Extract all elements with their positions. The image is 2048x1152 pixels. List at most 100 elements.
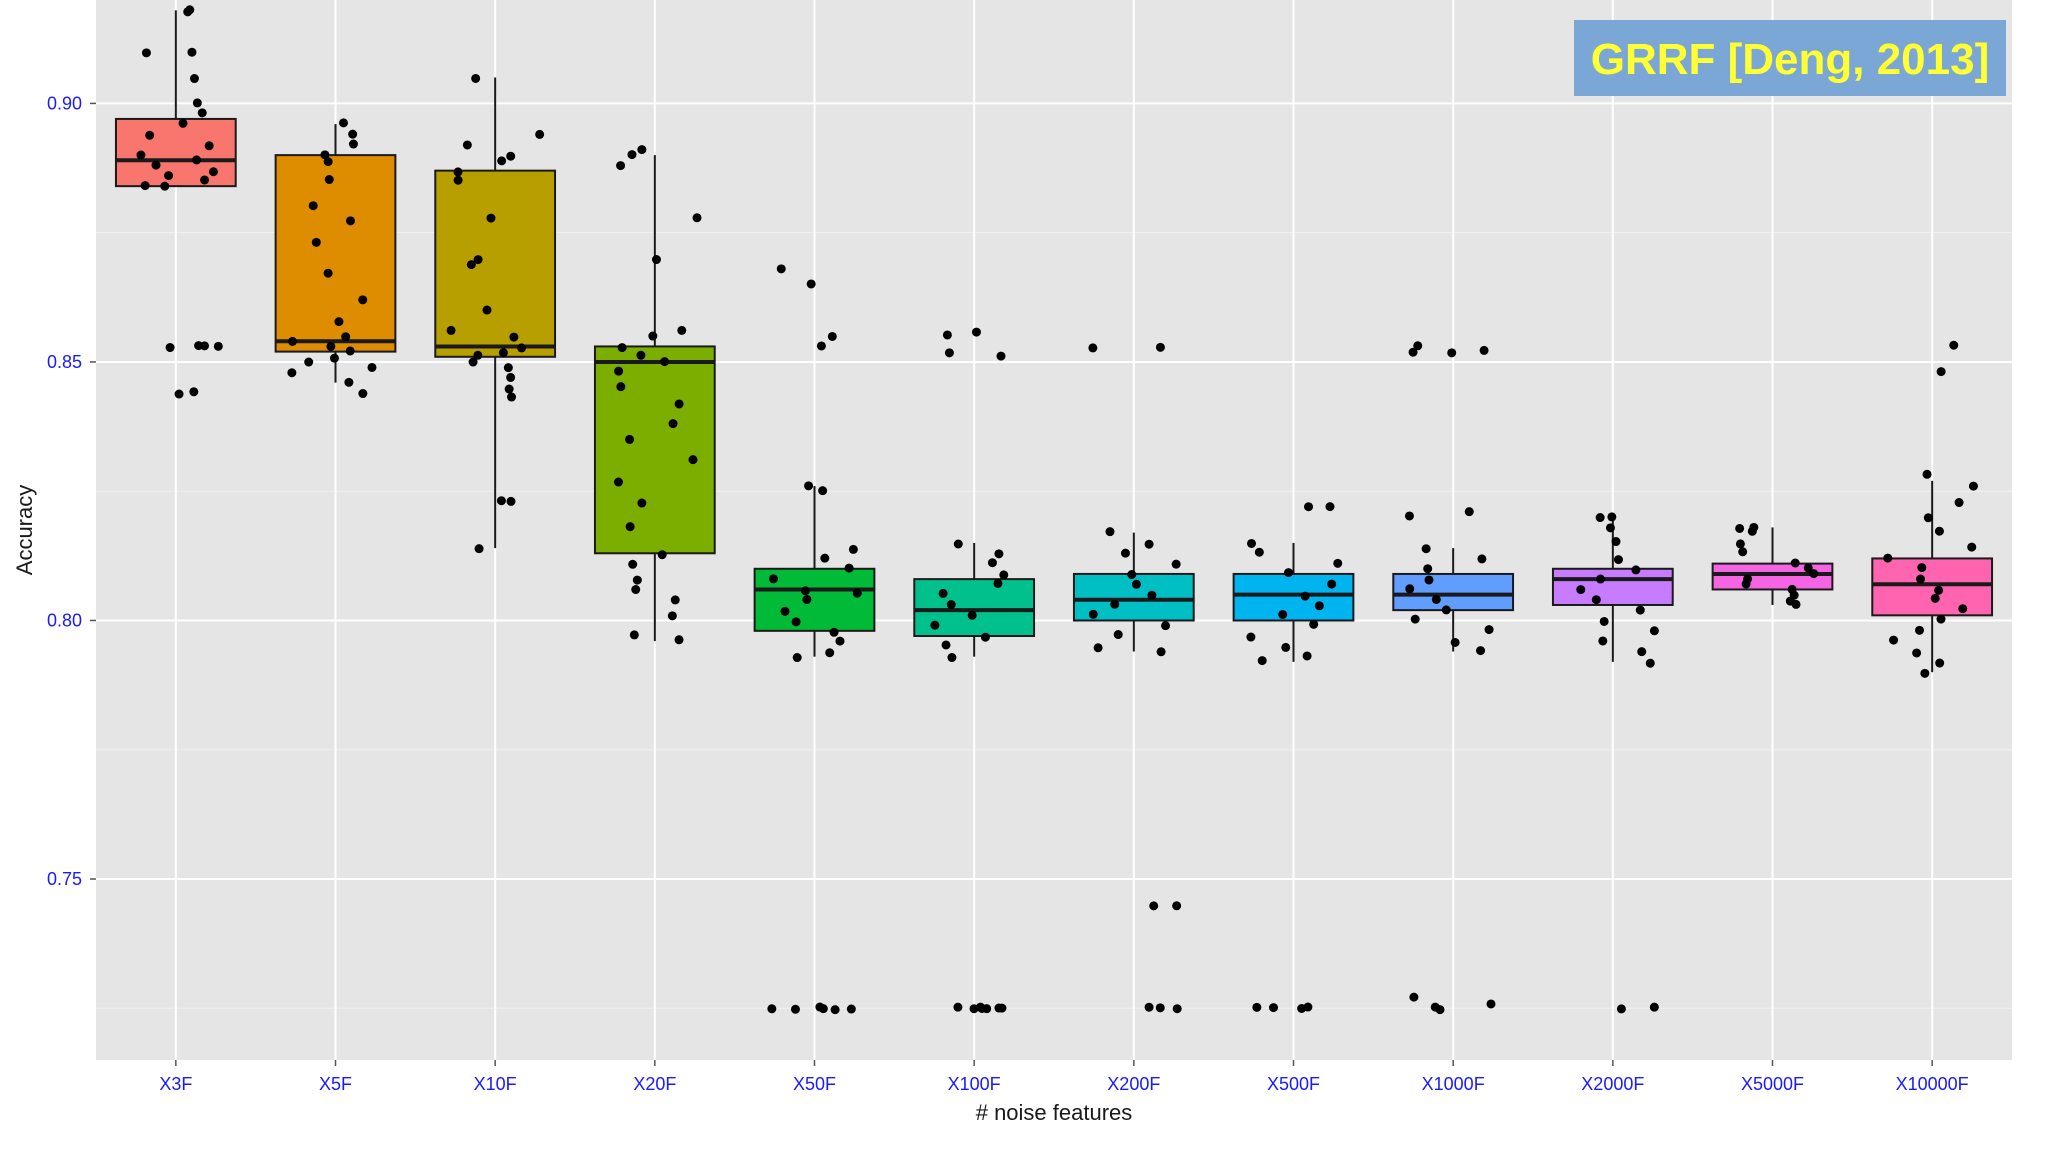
data-point xyxy=(213,341,223,351)
data-point xyxy=(204,141,214,151)
y-tick-label: 0.80 xyxy=(47,610,82,630)
x-tick-label: X100F xyxy=(948,1074,1001,1094)
data-point xyxy=(994,1003,1004,1013)
data-point xyxy=(1314,601,1324,611)
data-point xyxy=(616,382,626,392)
data-point xyxy=(616,161,626,171)
data-point xyxy=(1479,345,1489,355)
data-point xyxy=(941,640,951,650)
x-tick-label: X20F xyxy=(633,1074,676,1094)
data-point xyxy=(1741,579,1751,589)
data-point xyxy=(674,399,684,409)
data-point xyxy=(668,419,678,429)
data-point xyxy=(1917,563,1927,573)
data-point xyxy=(1735,539,1745,549)
data-point xyxy=(670,595,680,605)
data-point xyxy=(462,140,472,150)
data-point xyxy=(613,477,623,487)
data-point xyxy=(1934,585,1944,595)
data-point xyxy=(1408,347,1418,357)
data-point xyxy=(632,575,642,585)
data-point xyxy=(473,350,483,360)
data-point xyxy=(1172,1004,1182,1014)
data-point xyxy=(776,264,786,274)
data-point xyxy=(197,108,207,118)
data-point xyxy=(1431,594,1441,604)
data-point xyxy=(1131,579,1141,589)
data-point xyxy=(1421,544,1431,554)
data-point xyxy=(1484,625,1494,635)
box-x10000f xyxy=(1871,557,1994,617)
data-point xyxy=(791,617,801,627)
data-point xyxy=(1920,668,1930,678)
data-point xyxy=(1309,619,1319,629)
data-point xyxy=(631,585,641,595)
data-point xyxy=(348,129,358,139)
data-point xyxy=(1916,574,1926,584)
title-badge: GRRF [Deng, 2013] xyxy=(1574,20,2006,96)
data-point xyxy=(345,346,355,356)
data-point xyxy=(1809,569,1819,579)
box-x500f xyxy=(1232,572,1355,622)
data-point xyxy=(535,129,545,139)
data-point xyxy=(1171,559,1181,569)
data-point xyxy=(1303,1002,1313,1012)
data-point xyxy=(1803,563,1813,573)
data-point xyxy=(944,348,954,358)
data-point xyxy=(1477,554,1487,564)
data-point xyxy=(136,150,146,160)
data-point xyxy=(287,368,297,378)
data-point xyxy=(1327,579,1337,589)
data-point xyxy=(977,1003,987,1013)
data-point xyxy=(1735,523,1745,533)
data-point xyxy=(1591,595,1601,605)
data-point xyxy=(971,327,981,337)
data-point xyxy=(453,175,463,185)
data-point xyxy=(1441,605,1451,615)
chart-title: GRRF [Deng, 2013] xyxy=(1591,35,1990,84)
data-point xyxy=(1934,526,1944,536)
data-point xyxy=(1912,648,1922,658)
data-point xyxy=(468,357,478,367)
data-point xyxy=(792,653,802,663)
data-point xyxy=(1405,584,1415,594)
data-point xyxy=(178,118,188,128)
data-point xyxy=(677,325,687,335)
y-tick-label: 0.75 xyxy=(47,869,82,889)
data-point xyxy=(637,498,647,508)
data-point xyxy=(816,341,826,351)
data-point xyxy=(1156,647,1166,657)
data-point xyxy=(504,384,514,394)
data-point xyxy=(1161,621,1171,631)
data-point xyxy=(308,201,318,211)
data-point xyxy=(1254,547,1264,557)
data-point xyxy=(1127,570,1137,580)
data-point xyxy=(780,606,790,616)
data-point xyxy=(938,588,948,598)
data-point xyxy=(446,325,456,335)
data-point xyxy=(345,216,355,226)
data-point xyxy=(192,98,202,108)
data-point xyxy=(1110,599,1120,609)
data-point xyxy=(848,544,858,554)
data-point xyxy=(1649,626,1659,636)
data-point xyxy=(830,1005,840,1015)
data-point xyxy=(453,167,463,177)
data-point xyxy=(1246,632,1256,642)
data-point xyxy=(827,331,837,341)
data-point xyxy=(482,305,492,315)
data-point xyxy=(1302,651,1312,661)
data-point xyxy=(358,295,368,305)
data-point xyxy=(820,553,830,563)
data-point xyxy=(617,343,627,353)
data-point xyxy=(1595,574,1605,584)
data-point xyxy=(1747,526,1757,536)
data-point xyxy=(189,387,199,397)
data-point xyxy=(629,630,639,640)
data-point xyxy=(1599,616,1609,626)
box-x20f xyxy=(593,345,716,555)
data-point xyxy=(323,157,333,167)
data-point xyxy=(1958,604,1968,614)
data-point xyxy=(311,237,321,247)
data-point xyxy=(1088,343,1098,353)
